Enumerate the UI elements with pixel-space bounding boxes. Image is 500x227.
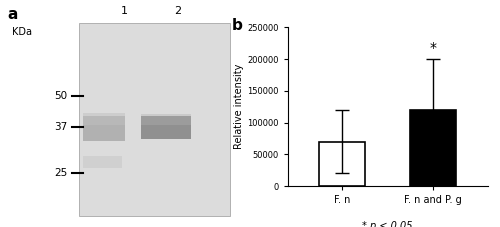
Text: *: *: [430, 41, 436, 55]
Text: a: a: [8, 7, 18, 22]
Bar: [140, 114, 192, 125]
Bar: [78, 23, 231, 216]
Text: * p < 0.05: * p < 0.05: [362, 221, 413, 227]
Bar: [140, 116, 192, 139]
Bar: [410, 110, 456, 186]
Text: 1: 1: [121, 6, 128, 16]
Text: 25: 25: [54, 168, 67, 178]
Bar: [83, 156, 122, 168]
Text: b: b: [232, 18, 242, 33]
Bar: [320, 142, 365, 186]
Bar: [83, 113, 124, 125]
Text: 37: 37: [54, 122, 67, 132]
Y-axis label: Relative intensity: Relative intensity: [234, 64, 244, 149]
Text: 2: 2: [174, 6, 181, 16]
Text: KDa: KDa: [12, 27, 32, 37]
Bar: [83, 116, 124, 141]
Text: 50: 50: [54, 91, 67, 101]
